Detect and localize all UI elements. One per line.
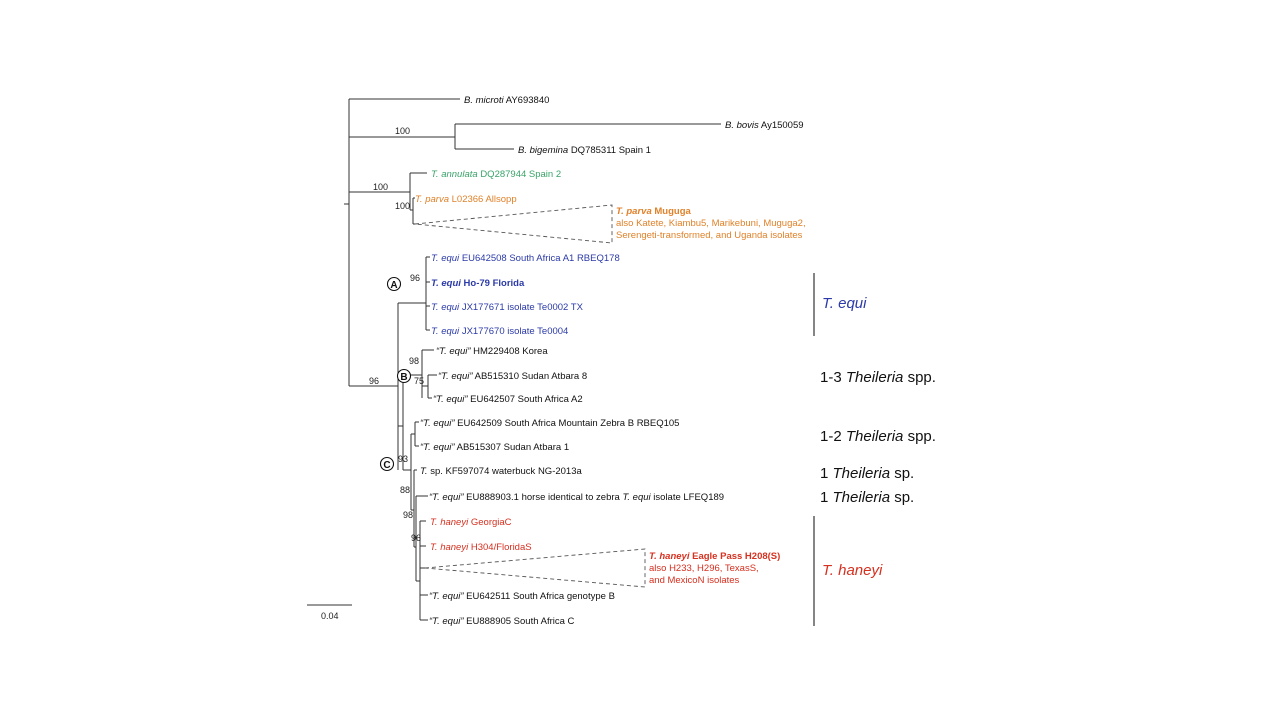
leaf-genotype-b: “T. equi” EU642511 South Africa genotype…	[429, 591, 615, 602]
support-c-inner: 88	[400, 485, 410, 495]
support-c-clade: 93	[398, 454, 408, 464]
svg-text:A: A	[390, 280, 397, 291]
group-theileria-1-3: 1-3 Theileria spp.	[820, 369, 936, 386]
support-annulata-parva: 100	[373, 182, 388, 192]
support-b-clade: 98	[409, 356, 419, 366]
svg-text:C: C	[383, 460, 390, 471]
tree-branches	[344, 98, 721, 621]
scale-bar-label: 0.04	[321, 611, 339, 621]
collapsed-clade-muguga	[414, 204, 613, 244]
leaf-equi-ho79: T. equi Ho-79 Florida	[431, 278, 525, 289]
leaf-haneyi-eagle-pass: T. haneyi Eagle Pass H208(S)	[649, 551, 780, 562]
leaf-zebra-b: “T. equi” EU642509 South Africa Mountain…	[420, 418, 679, 429]
group-labels: T. equi 1-3 Theileria spp. 1-2 Theileria…	[813, 273, 936, 626]
leaf-t-parva-muguga: T. parva Muguga	[616, 206, 692, 217]
svg-text:B: B	[400, 372, 407, 383]
leaf-b-microti: B. microti AY693840	[464, 95, 549, 106]
group-theileria-1-2: 1-2 Theileria spp.	[820, 428, 936, 445]
leaf-t-parva-muguga-note1: also Katete, Kiambu5, Marikebuni, Muguga…	[616, 218, 806, 229]
leaf-equi-te0002: T. equi JX177671 isolate Te0002 TX	[431, 302, 584, 313]
leaf-waterbuck: T. sp. KF597074 waterbuck NG-2013a	[420, 466, 582, 477]
leaf-equi-a1: T. equi EU642508 South Africa A1 RBEQ178	[431, 253, 620, 264]
leaf-haneyi-florida: T. haneyi H304/FloridaS	[430, 542, 532, 553]
leaf-labels: B. microti AY693840 B. bovis Ay150059 B.…	[415, 95, 806, 627]
leaf-haneyi-eagle-pass-note1: also H233, H296, TexasS,	[649, 563, 759, 574]
support-root-theileria: 96	[369, 376, 379, 386]
leaf-t-parva-muguga-note2: Serengeti-transformed, and Uganda isolat…	[616, 230, 803, 241]
support-haneyi: 96	[411, 533, 421, 543]
leaf-atbara8: “T. equi” AB515310 Sudan Atbara 8	[438, 371, 587, 382]
group-t-haneyi: T. haneyi	[822, 562, 883, 579]
leaf-sa-c: “T. equi” EU888905 South Africa C	[429, 616, 575, 627]
leaf-b-bigemina: B. bigemina DQ785311 Spain 1	[518, 145, 651, 156]
clade-marker-b: B	[396, 368, 412, 384]
group-t-equi: T. equi	[822, 295, 867, 312]
collapsed-clade-eagle-pass	[424, 548, 646, 588]
support-babesia: 100	[395, 126, 410, 136]
leaf-equi-te0004: T. equi JX177670 isolate Te0004	[431, 326, 568, 337]
group-theileria-1-waterbuck: 1 Theileria sp.	[820, 465, 914, 482]
leaf-t-annulata: T. annulata DQ287944 Spain 2	[431, 169, 561, 180]
bootstrap-values: 100 100 100 96 98 75 96 93 88 98 96	[369, 126, 424, 543]
leaf-sa-a2: “T. equi” EU642507 South Africa A2	[433, 394, 583, 405]
scale-bar: 0.04	[307, 604, 352, 621]
leaf-korea: “T. equi” HM229408 Korea	[436, 346, 548, 357]
leaf-lfeq189: “T. equi” EU888903.1 horse identical to …	[429, 492, 724, 503]
leaf-haneyi-eagle-pass-note2: and MexicoN isolates	[649, 575, 740, 586]
support-equi-clade: 96	[410, 273, 420, 283]
leaf-t-parva: T. parva L02366 Allsopp	[415, 194, 517, 205]
leaf-b-bovis: B. bovis Ay150059	[725, 120, 804, 131]
support-atbara8: 75	[414, 376, 424, 386]
support-haneyi-outer: 98	[403, 510, 413, 520]
leaf-atbara1: “T. equi” AB515307 Sudan Atbara 1	[420, 442, 569, 453]
clade-marker-a: A	[386, 276, 402, 292]
leaf-haneyi-georgia: T. haneyi GeorgiaC	[430, 517, 512, 528]
clade-marker-c: C	[379, 456, 395, 472]
support-parva: 100	[395, 201, 410, 211]
group-theileria-1-horse: 1 Theileria sp.	[820, 489, 914, 506]
